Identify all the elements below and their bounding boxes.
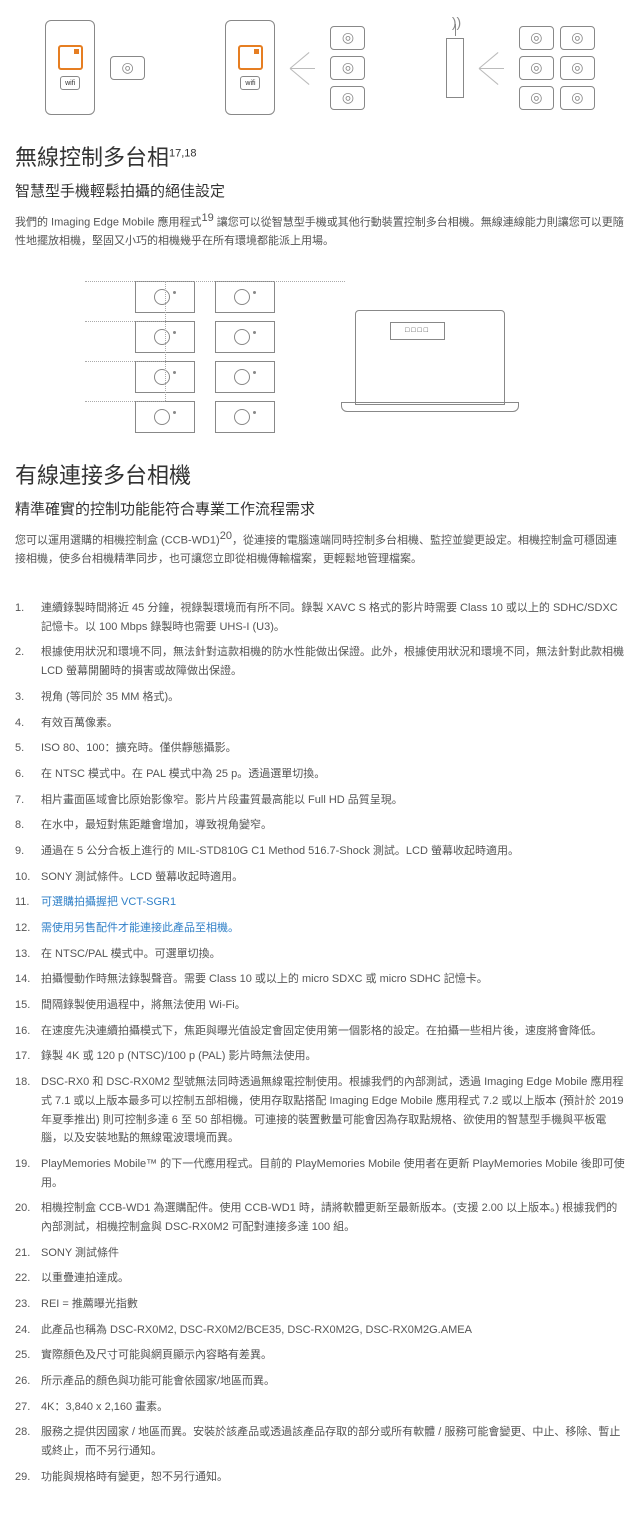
footnote-item: DSC-RX0 和 DSC-RX0M2 型號無法同時透過無線電控制使用。根據我們…: [15, 1073, 625, 1148]
camera-icon: [519, 56, 554, 80]
camera-icon: [330, 26, 365, 50]
phone-multi-cam: wifi: [225, 20, 365, 115]
footnote-item: 可選購拍攝握把 VCT-SGR1: [15, 893, 625, 912]
camera-icon: [110, 56, 145, 80]
title-sup: 17,18: [169, 148, 197, 160]
footnote-list: 連續錄製時間將近 45 分鐘，視錄製環境而有所不同。錄製 XAVC S 格式的影…: [15, 599, 625, 1486]
footnote-item: SONY 測試條件: [15, 1244, 625, 1263]
camera-icon: [330, 86, 365, 110]
footnote-item: 通過在 5 公分合板上進行的 MIL-STD810G C1 Method 516…: [15, 842, 625, 861]
camera-box-icon: [215, 401, 275, 433]
dongle-icon: )): [446, 38, 464, 98]
section2-desc: 您可以運用選購的相機控制盒 (CCB-WD1)20，從連接的電腦遠端同時控制多台…: [0, 527, 640, 584]
footnote-item: 功能與規格時有變更，恕不另行通知。: [15, 1468, 625, 1487]
camera-icon: [519, 26, 554, 50]
section1-title: 無線控制多台相17,18: [0, 125, 640, 180]
footnote-item: 此產品也稱為 DSC-RX0M2, DSC-RX0M2/BCE35, DSC-R…: [15, 1321, 625, 1340]
footnote-item: 連續錄製時間將近 45 分鐘，視錄製環境而有所不同。錄製 XAVC S 格式的影…: [15, 599, 625, 636]
footnote-item: 在 NTSC/PAL 模式中。可選單切換。: [15, 945, 625, 964]
footnote-item: 有效百萬像素。: [15, 714, 625, 733]
footnote-item: 在速度先決連續拍攝模式下，焦距與曝光值設定會固定使用第一個影格的設定。在拍攝一些…: [15, 1022, 625, 1041]
camera-icon: [519, 86, 554, 110]
section1-subtitle: 智慧型手機輕鬆拍攝的絕佳設定: [0, 180, 640, 209]
footnote-item: 需使用另售配件才能連接此產品至相機。: [15, 919, 625, 938]
phone-single-cam: wifi: [45, 20, 145, 115]
camera-box-icon: [215, 361, 275, 393]
phone-icon: wifi: [45, 20, 95, 115]
wireless-diagram: wifi wifi )): [0, 0, 640, 125]
footnote-item: 4K：3,840 x 2,160 畫素。: [15, 1398, 625, 1417]
footnote-item: 所示產品的顏色與功能可能會依國家/地區而異。: [15, 1372, 625, 1391]
footnote-item: 視角 (等同於 35 MM 格式)。: [15, 688, 625, 707]
section2-title: 有線連接多台相機: [15, 458, 191, 490]
footnote-item: REI = 推薦曝光指數: [15, 1295, 625, 1314]
camera-box-icon: [215, 281, 275, 313]
wired-diagram: □□□□: [0, 266, 640, 448]
footnote-item: 服務之提供因國家 / 地區而異。安裝於該產品或透過該產品存取的部分或所有軟體 /…: [15, 1423, 625, 1460]
footnote-item: 實際顏色及尺寸可能與網頁顯示內容略有差異。: [15, 1346, 625, 1365]
footnote-item: ISO 80、100：擴充時。僅供靜態攝影。: [15, 739, 625, 758]
footnote-item: 拍攝慢動作時無法錄製聲音。需要 Class 10 或以上的 micro SDXC…: [15, 970, 625, 989]
cam-col-right: [215, 281, 275, 433]
camera-icon: [330, 56, 365, 80]
footnote-item: 錄製 4K 或 120 p (NTSC)/100 p (PAL) 影片時無法使用…: [15, 1047, 625, 1066]
camera-icon: [560, 56, 595, 80]
camera-icon: [560, 26, 595, 50]
camera-icon: [560, 86, 595, 110]
footnote-item: 在 NTSC 模式中。在 PAL 模式中為 25 p。透過選單切換。: [15, 765, 625, 784]
footnote-item: 相片畫面區域會比原始影像窄。影片片段畫質最高能以 Full HD 品質呈現。: [15, 791, 625, 810]
section1-desc: 我們的 Imaging Edge Mobile 應用程式19 讓您可以從智慧型手…: [0, 209, 640, 266]
footnote-item: SONY 測試條件。LCD 螢幕收起時適用。: [15, 868, 625, 887]
footnote-item: 以重疊連拍達成。: [15, 1269, 625, 1288]
camera-box-icon: [215, 321, 275, 353]
footnotes: 連續錄製時間將近 45 分鐘，視錄製環境而有所不同。錄製 XAVC S 格式的影…: [0, 584, 640, 1518]
footnote-item: 在水中，最短對焦距離會增加，導致視角變窄。: [15, 816, 625, 835]
title-text: 無線控制多台相: [15, 145, 169, 170]
section2-subtitle: 精準確實的控制功能能符合專業工作流程需求: [0, 498, 640, 527]
phone-icon: wifi: [225, 20, 275, 115]
laptop-icon: [355, 310, 505, 405]
dongle-multi-cam: )): [446, 26, 595, 110]
footnote-item: PlayMemories Mobile™ 的下一代應用程式。目前的 PlayMe…: [15, 1155, 625, 1192]
footnote-item: 相機控制盒 CCB-WD1 為選購配件。使用 CCB-WD1 時，請將軟體更新至…: [15, 1199, 625, 1236]
camera-box-icon: [135, 401, 195, 433]
footnote-item: 間隔錄製使用過程中，將無法使用 Wi-Fi。: [15, 996, 625, 1015]
footnote-item: 根據使用狀況和環境不同，無法針對這款相機的防水性能做出保證。此外，根據使用狀況和…: [15, 643, 625, 680]
